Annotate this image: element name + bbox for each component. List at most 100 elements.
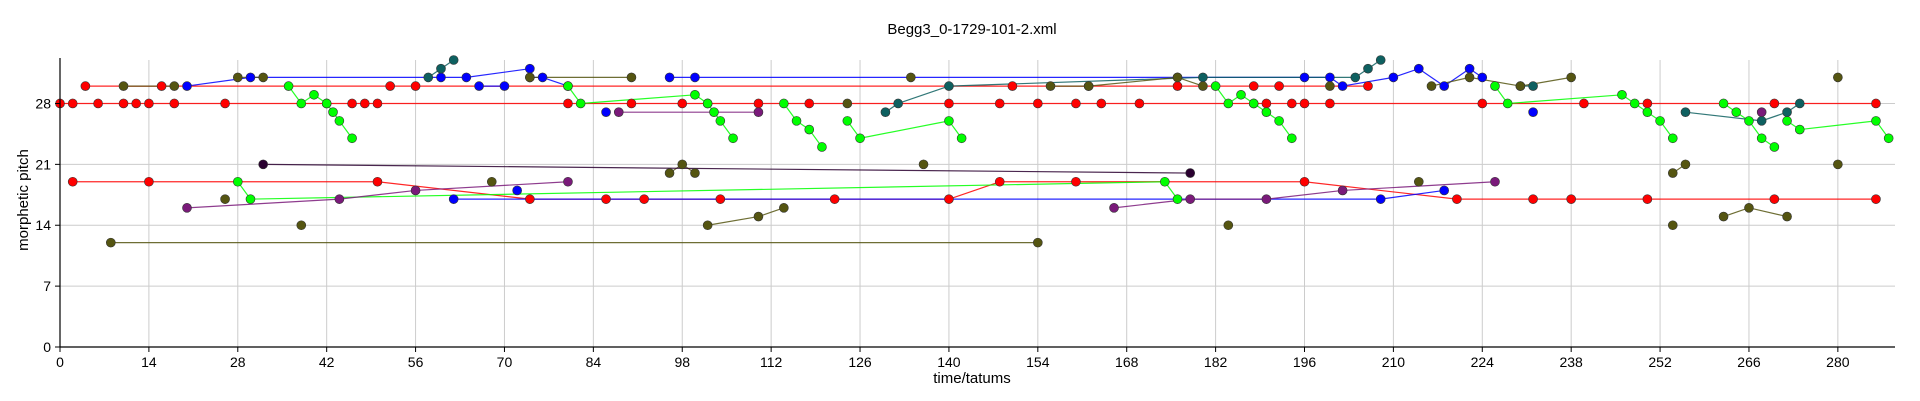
data-point [601,194,611,204]
data-point [1667,220,1678,231]
data-point [1871,116,1881,126]
x-tick-label: 56 [408,354,424,370]
data-point [334,194,345,204]
data-point [1350,72,1361,83]
series-line [466,68,530,78]
data-point [715,116,726,126]
data-point [1172,81,1183,91]
data-point [347,98,357,109]
data-point [182,203,192,213]
data-point [994,98,1005,109]
y-tick-label: 21 [35,156,51,172]
data-point [1490,176,1500,187]
data-point [1045,81,1056,91]
data-point [664,168,675,178]
data-point [169,98,180,109]
data-point [842,98,853,109]
data-point [690,89,700,100]
data-point [1388,72,1399,83]
x-axis-label: time/tatums [933,370,1011,387]
series-line [580,94,695,105]
x-tick-label: 84 [586,354,602,370]
data-point [1223,220,1234,231]
data-point [1439,81,1449,91]
data-point [1299,72,1310,83]
x-tick-label: 182 [1204,354,1228,370]
data-point [944,194,954,204]
data-point [1680,159,1691,170]
data-point [1515,81,1526,91]
data-points [55,55,1894,248]
data-point [1833,159,1843,170]
data-point [436,72,446,83]
data-point [144,176,154,187]
data-point [448,194,459,204]
data-point [1528,81,1538,91]
data-point [1769,194,1780,204]
data-point [1490,81,1500,91]
data-point [169,81,180,91]
data-point [817,142,827,152]
data-point [1667,168,1678,178]
x-tick-label: 252 [1648,354,1672,370]
series-line [1520,76,1572,87]
data-point [677,98,688,109]
data-point [1655,116,1665,126]
data-point [410,81,421,91]
data-point [1782,211,1792,222]
data-point [753,98,764,109]
data-point [944,81,954,91]
data-point [321,98,332,109]
x-tick-label: 126 [848,354,872,370]
data-point [1566,194,1576,204]
data-point [1274,116,1284,126]
y-tick-label: 14 [35,217,51,233]
data-point [690,168,700,178]
data-point [1236,89,1246,100]
x-tick-label: 0 [56,354,64,370]
data-point [1464,63,1475,74]
data-point [1642,98,1653,109]
data-point [182,81,192,91]
series-line [1266,189,1343,200]
data-point [1464,72,1475,83]
data-point [537,72,548,83]
data-point [626,98,637,109]
data-point [283,81,294,91]
data-point [372,176,383,187]
data-point [1794,124,1805,135]
data-point [232,72,243,83]
data-point [791,116,802,126]
x-tick-label: 238 [1559,354,1583,370]
series-line [948,181,1000,200]
data-point [1172,194,1183,204]
chart-title: Begg3_0-1729-101-2.xml [887,21,1056,38]
data-point [1413,176,1424,187]
data-point [334,116,345,126]
data-point [1261,107,1272,117]
data-point [1096,98,1107,109]
data-point [1769,142,1780,152]
data-point [328,107,338,117]
data-point [1642,194,1653,204]
data-point [1198,72,1208,83]
data-point [779,203,789,213]
data-point [880,107,891,117]
data-point [1731,107,1742,117]
x-tick-label: 112 [760,354,783,370]
data-point [1325,72,1335,83]
data-point [1782,107,1792,117]
data-point [956,133,967,144]
data-point [1883,133,1894,144]
data-point [1248,81,1259,91]
data-point [563,81,573,91]
data-point [1794,98,1805,109]
data-point [296,98,307,109]
data-point [499,81,510,91]
data-point [715,194,726,204]
data-point [893,98,903,109]
data-point [1718,98,1729,109]
data-point [118,81,129,91]
data-point [677,159,688,170]
